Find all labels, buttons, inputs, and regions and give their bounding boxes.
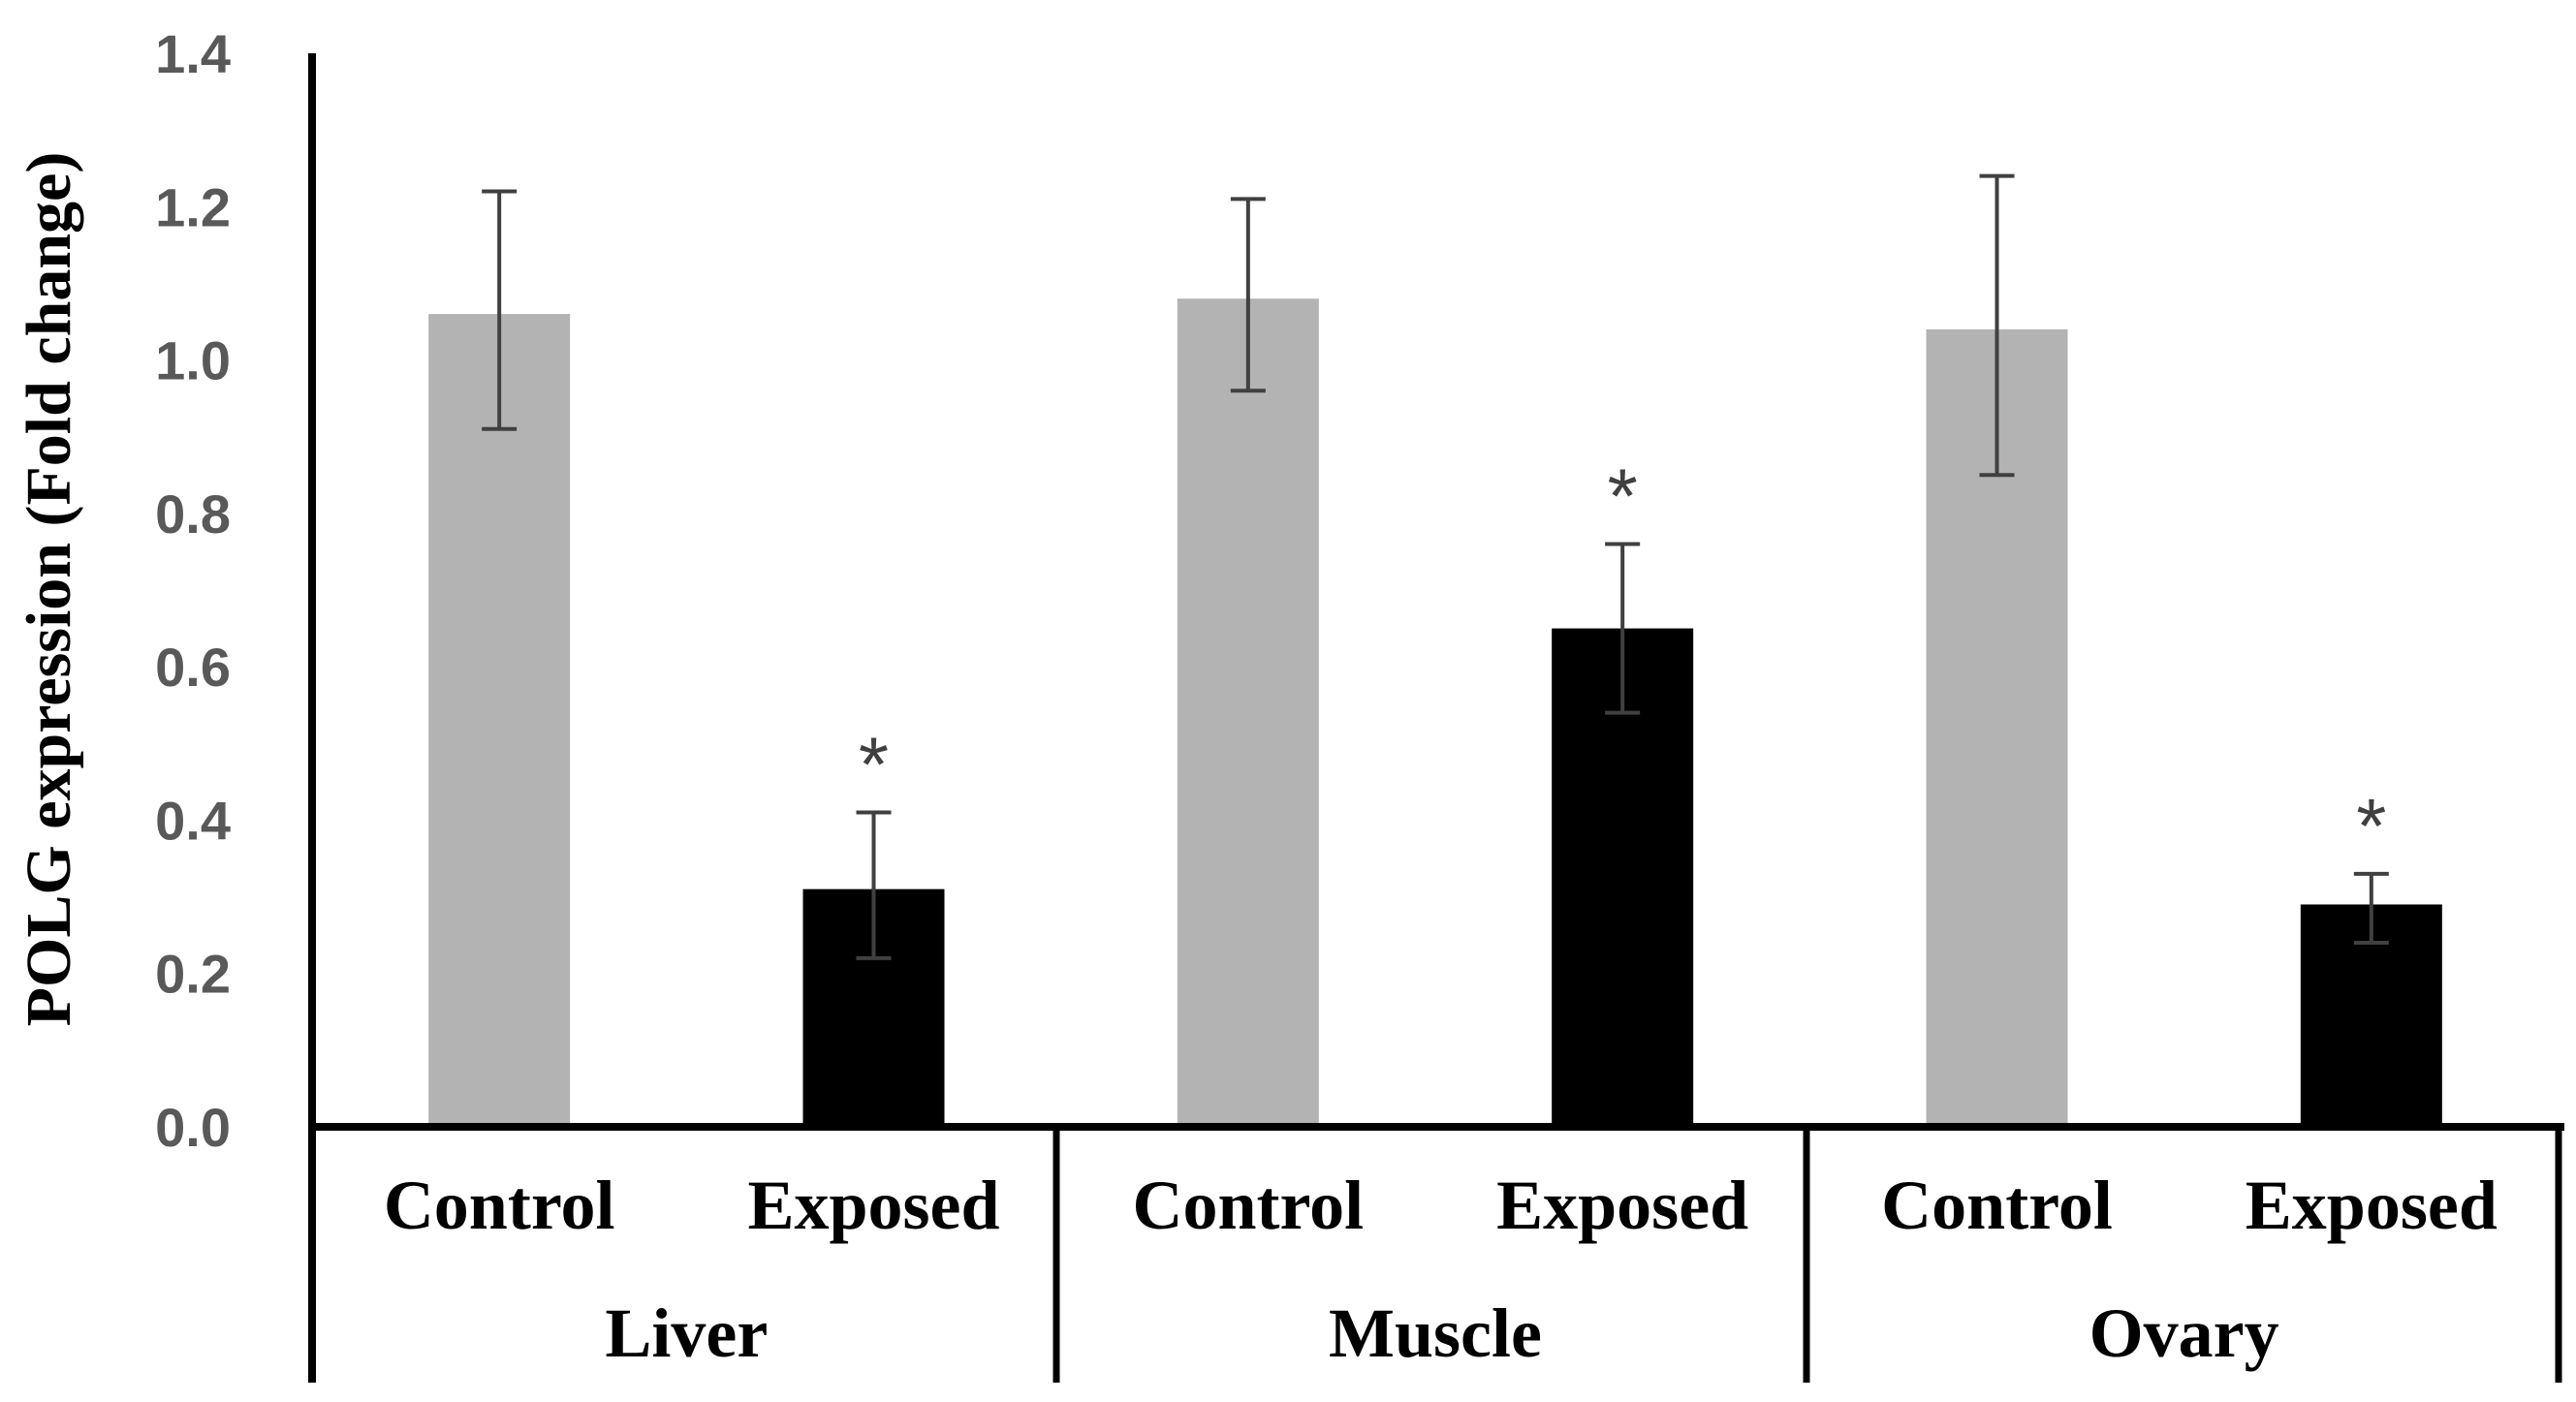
group-label-ovary: Ovary — [2089, 1294, 2279, 1372]
y-tick-label: 0.2 — [155, 944, 231, 1005]
error-bar-ovary-exposed — [2353, 871, 2389, 946]
bars — [428, 298, 2442, 1128]
error-bar-liver-control — [482, 189, 518, 431]
significance-asterisk: * — [1608, 453, 1638, 540]
error-bar-ovary-control — [1979, 173, 2015, 478]
y-axis-ticks: 0.0 0.2 0.4 0.6 0.8 1.0 1.2 1.4 — [155, 23, 231, 1158]
y-tick-label: 1.2 — [155, 176, 231, 237]
y-tick-label: 0.6 — [155, 637, 231, 698]
error-bar-muscle-control — [1230, 197, 1266, 393]
error-bar-muscle-exposed — [1605, 542, 1641, 715]
group-label-liver: Liver — [605, 1294, 768, 1372]
x-tick-label-exposed: Exposed — [1496, 1167, 1748, 1244]
x-tick-label-control: Control — [1881, 1167, 2113, 1244]
y-tick-label: 0.8 — [155, 483, 231, 545]
category-labels: Control Exposed Control Exposed Control Expos… — [384, 1167, 2497, 1244]
significance-marks: * * * — [859, 453, 2386, 869]
y-tick-label: 1.4 — [155, 23, 231, 84]
bar-liver-control — [428, 314, 571, 1128]
bar-muscle-control — [1177, 298, 1319, 1127]
x-tick-label-control: Control — [384, 1167, 615, 1244]
x-tick-label-control: Control — [1132, 1167, 1364, 1244]
x-tick-label-exposed: Exposed — [2246, 1167, 2497, 1244]
error-bar-liver-exposed — [856, 810, 892, 960]
y-axis-label: POLG expression (Fold change) — [14, 152, 84, 1027]
y-tick-label: 1.0 — [155, 330, 231, 391]
group-label-muscle: Muscle — [1329, 1294, 1542, 1372]
y-tick-label: 0.4 — [155, 790, 231, 851]
group-labels: Liver Muscle Ovary — [605, 1294, 2278, 1372]
significance-asterisk: * — [859, 722, 889, 808]
axes — [308, 53, 2564, 1383]
y-tick-label: 0.0 — [155, 1097, 231, 1158]
x-tick-label-exposed: Exposed — [747, 1167, 999, 1244]
error-bars — [482, 173, 2389, 960]
significance-asterisk: * — [2356, 783, 2386, 869]
